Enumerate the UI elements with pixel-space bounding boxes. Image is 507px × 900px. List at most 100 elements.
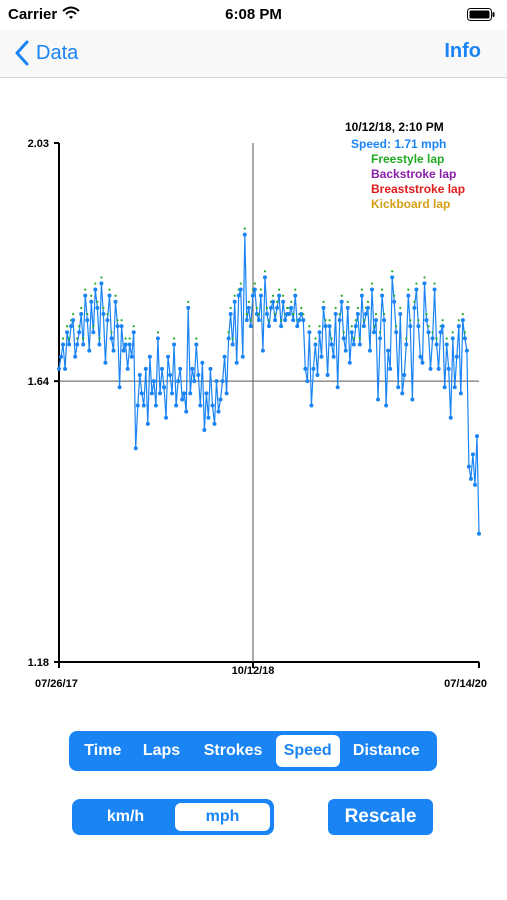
metric-segmented-control: Time Laps Strokes Speed Distance (69, 731, 437, 771)
freestyle-lap-marker (259, 288, 263, 291)
freestyle-lap-marker (413, 300, 416, 303)
data-point (218, 397, 223, 402)
legend-breaststroke: Breaststroke lap (371, 182, 466, 196)
tab-distance[interactable]: Distance (352, 742, 420, 759)
data-point (168, 373, 173, 378)
chart-canvas[interactable]: 2.03 1.64 1.18 07/26/17 10/12/18 07/14/20 (0, 78, 507, 698)
freestyle-lap-marker (350, 325, 353, 328)
data-point (422, 281, 427, 286)
data-point (432, 287, 437, 292)
data-point (418, 354, 423, 359)
freestyle-lap-marker (463, 331, 466, 334)
data-point (101, 311, 106, 316)
data-point (277, 293, 282, 298)
tab-strokes[interactable]: Strokes (203, 742, 263, 759)
legend-kickboard: Kickboard lap (371, 197, 451, 211)
freestyle-lap-marker (372, 325, 376, 328)
freestyle-lap-marker (96, 300, 99, 303)
tab-speed[interactable]: Speed (275, 735, 340, 767)
data-point (462, 336, 467, 341)
freestyle-lap-marker (358, 337, 361, 340)
freestyle-lap-marker (433, 282, 436, 285)
data-point (145, 421, 150, 426)
data-point (230, 342, 235, 347)
data-point (321, 305, 326, 310)
back-button[interactable]: Data (14, 38, 78, 68)
x-tick-label: 10/12/18 (232, 665, 275, 677)
data-point (477, 531, 481, 536)
data-point (343, 348, 348, 353)
data-point (238, 287, 243, 292)
status-bar: Carrier 6:08 PM (0, 0, 507, 30)
data-point (139, 391, 144, 396)
selected-speed-label: Speed: 1.71 mph (351, 137, 447, 151)
freestyle-lap-marker (382, 312, 386, 316)
tab-mph[interactable]: mph (174, 803, 270, 831)
data-point (372, 330, 376, 335)
freestyle-lap-marker (76, 337, 79, 340)
data-point (303, 366, 308, 371)
speed-series-line (58, 234, 480, 534)
battery-icon (467, 8, 495, 21)
data-point (394, 330, 399, 335)
data-point (206, 415, 211, 420)
navigation-bar: Data Info (0, 30, 507, 78)
y-tick-label: 1.64 (28, 376, 50, 388)
data-point (363, 311, 368, 316)
data-point (275, 305, 280, 310)
data-point (400, 391, 405, 396)
selected-date-label: 10/12/18, 2:10 PM (345, 120, 444, 134)
data-point (440, 324, 445, 329)
freestyle-lap-marker (257, 312, 261, 316)
info-button[interactable]: Info (444, 40, 481, 62)
wifi-icon (62, 6, 80, 19)
freestyle-lap-marker (90, 294, 93, 297)
data-point (151, 379, 156, 384)
data-point (313, 342, 318, 347)
data-point (172, 342, 177, 347)
legend-backstroke: Backstroke lap (371, 167, 457, 181)
data-point (232, 299, 237, 304)
freestyle-lap-marker (362, 319, 366, 322)
freestyle-lap-marker (415, 282, 418, 285)
freestyle-lap-marker (106, 312, 109, 316)
data-point (254, 311, 259, 316)
freestyle-lap-marker (82, 337, 85, 340)
data-point (196, 373, 201, 378)
speed-chart[interactable]: 2.03 1.64 1.18 07/26/17 10/12/18 07/14/20 (0, 78, 507, 698)
data-point (190, 366, 195, 371)
freestyle-lap-marker (352, 337, 355, 340)
data-point (424, 318, 429, 323)
data-point (289, 305, 294, 310)
data-point (186, 305, 191, 310)
data-point (95, 305, 100, 310)
data-point (153, 403, 158, 408)
data-point (458, 391, 463, 396)
freestyle-lap-marker (243, 227, 246, 230)
x-tick-label: 07/14/20 (444, 678, 487, 690)
freestyle-lap-marker (114, 294, 117, 297)
x-tick-label: 07/26/17 (35, 678, 78, 690)
freestyle-lap-marker (354, 319, 357, 322)
data-point (347, 360, 352, 365)
tab-kmh[interactable]: km/h (106, 808, 145, 825)
freestyle-lap-marker (172, 337, 176, 340)
data-point (188, 391, 193, 396)
freestyle-lap-marker (314, 337, 317, 340)
data-point (329, 342, 334, 347)
data-point (271, 299, 276, 304)
rescale-button[interactable]: Rescale (328, 799, 433, 835)
freestyle-lap-marker (360, 288, 363, 291)
data-point (65, 330, 70, 335)
freestyle-lap-marker (391, 270, 394, 273)
data-point (147, 354, 152, 359)
carrier-label: Carrier (8, 6, 58, 23)
freestyle-lap-marker (290, 300, 293, 303)
freestyle-lap-marker (445, 337, 448, 340)
data-point (287, 311, 292, 316)
tab-laps[interactable]: Laps (142, 742, 181, 759)
freestyle-lap-marker (457, 319, 460, 322)
tab-time[interactable]: Time (84, 742, 122, 759)
freestyle-lap-marker (431, 331, 434, 334)
freestyle-lap-marker (72, 312, 75, 316)
